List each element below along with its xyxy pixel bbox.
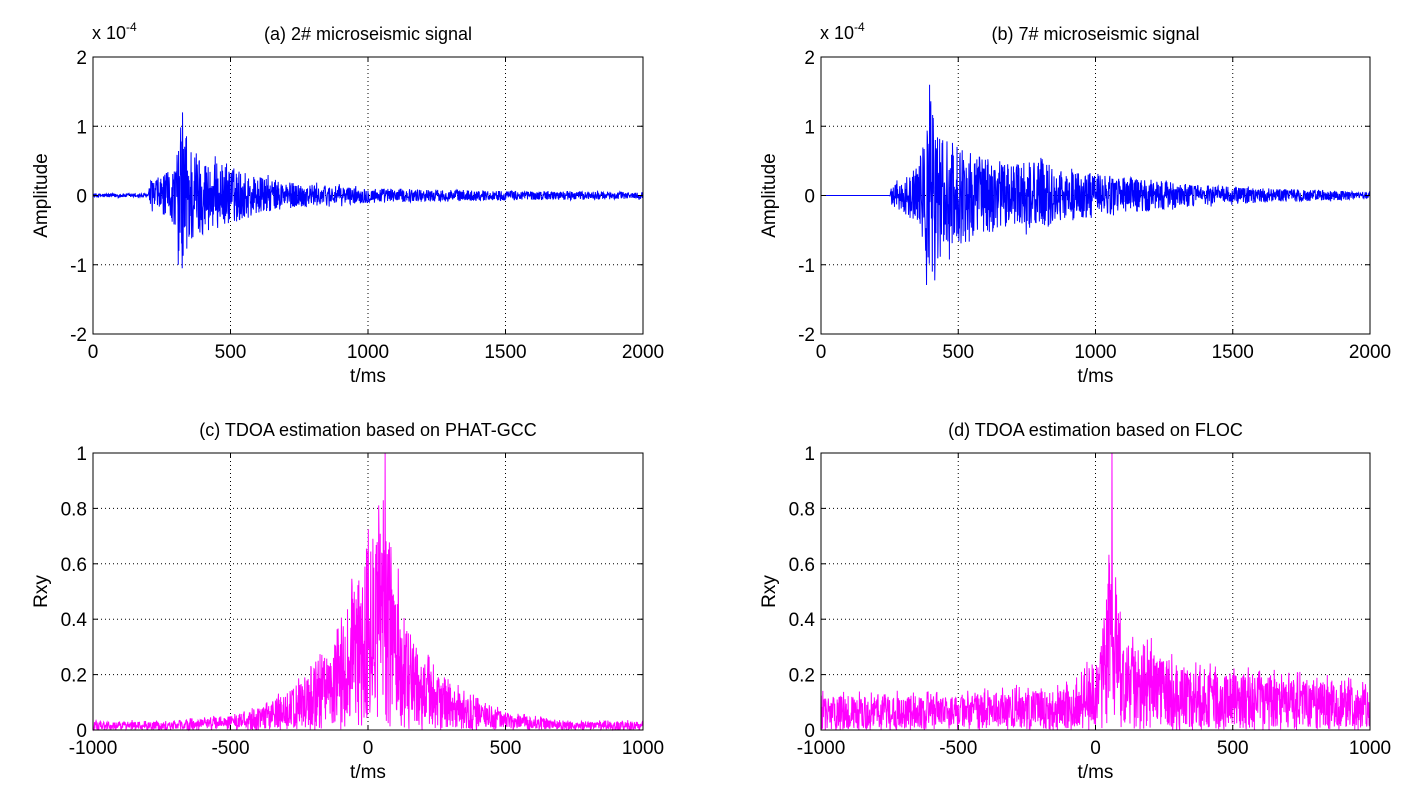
x-tick-label: 1000 — [347, 342, 389, 363]
y-tick-label: 1 — [804, 444, 815, 465]
y-tick-label: -1 — [70, 256, 87, 277]
y-tick-label: 0.6 — [61, 555, 87, 576]
y-tick-label: 1 — [804, 117, 815, 138]
y-axis-label: Amplitude — [759, 153, 780, 238]
y-tick-label: 0 — [804, 721, 815, 742]
plot-area — [821, 453, 1370, 730]
y-tick-label: 0.4 — [61, 610, 88, 631]
x-tick-label: 500 — [215, 342, 247, 363]
y-tick-label: 0 — [76, 721, 87, 742]
x-tick-label: -1000 — [69, 738, 118, 759]
axis-exponent: x 10-4 — [820, 20, 865, 43]
y-tick-label: 0.8 — [789, 499, 815, 520]
x-tick-label: 0 — [88, 342, 99, 363]
x-tick-label: 1000 — [622, 738, 664, 759]
y-axis-label: Rxy — [31, 575, 52, 608]
x-axis-label: t/ms — [350, 762, 386, 783]
y-tick-label: 2 — [804, 48, 815, 69]
series-line — [92, 112, 644, 269]
y-tick-label: 1 — [76, 444, 87, 465]
y-tick-label: 0.2 — [789, 666, 815, 687]
x-tick-label: 1000 — [1074, 342, 1116, 363]
y-tick-label: 1 — [76, 117, 87, 138]
chart-panel-c: -1000 -500 0 500 1000 0 0.2 0.4 0.6 0.8 1 (c) TDOA … — [31, 420, 664, 783]
y-tick-label: 0.2 — [61, 666, 87, 687]
x-tick-label: 500 — [942, 342, 974, 363]
y-axis-label: Amplitude — [31, 153, 52, 238]
chart-title: (a) 2# microseismic signal — [264, 24, 472, 44]
x-axis-label: t/ms — [350, 366, 386, 387]
chart-title: (d) TDOA estimation based on FLOC — [948, 420, 1243, 440]
x-tick-label: 1500 — [1212, 342, 1254, 363]
series-line — [821, 84, 1371, 286]
x-tick-label: 1000 — [1349, 738, 1391, 759]
chart-panel-b: 0 500 1000 1500 2000 -2 -1 0 1 2 (b) 7# microseism… — [759, 20, 1391, 387]
x-tick-label: 2000 — [1349, 342, 1391, 363]
y-tick-label: 0 — [804, 187, 815, 208]
x-tick-label: 500 — [1217, 738, 1249, 759]
y-tick-label: -2 — [798, 325, 815, 346]
x-tick-label: -500 — [939, 738, 977, 759]
series-line — [92, 452, 644, 732]
x-tick-label: 0 — [1090, 738, 1101, 759]
x-tick-label: 0 — [363, 738, 374, 759]
y-tick-label: 2 — [76, 48, 87, 69]
y-tick-label: -2 — [70, 325, 87, 346]
chart-title: (c) TDOA estimation based on PHAT-GCC — [199, 420, 536, 440]
x-tick-label: 0 — [816, 342, 827, 363]
x-tick-label: 500 — [490, 738, 522, 759]
y-tick-label: 0 — [76, 187, 87, 208]
y-tick-label: 0.4 — [789, 610, 816, 631]
chart-panel-d: -1000 -500 0 500 1000 0 0.2 0.4 0.6 0.8 1 (d) TDOA … — [759, 420, 1391, 783]
x-axis-label: t/ms — [1078, 762, 1114, 783]
x-tick-label: 2000 — [622, 342, 664, 363]
chart-title: (b) 7# microseismic signal — [991, 24, 1199, 44]
y-tick-label: 0.6 — [789, 555, 815, 576]
x-tick-label: -500 — [211, 738, 249, 759]
axis-exponent: x 10-4 — [92, 20, 137, 43]
y-tick-label: -1 — [798, 256, 815, 277]
chart-panel-a: 0 500 1000 1500 2000 -2 -1 0 1 2 (a) 2# microseism… — [31, 20, 664, 387]
x-tick-label: 1500 — [484, 342, 526, 363]
x-tick-label: -1000 — [797, 738, 846, 759]
y-axis-label: Rxy — [759, 575, 780, 608]
x-axis-label: t/ms — [1078, 366, 1114, 387]
y-tick-label: 0.8 — [61, 499, 87, 520]
